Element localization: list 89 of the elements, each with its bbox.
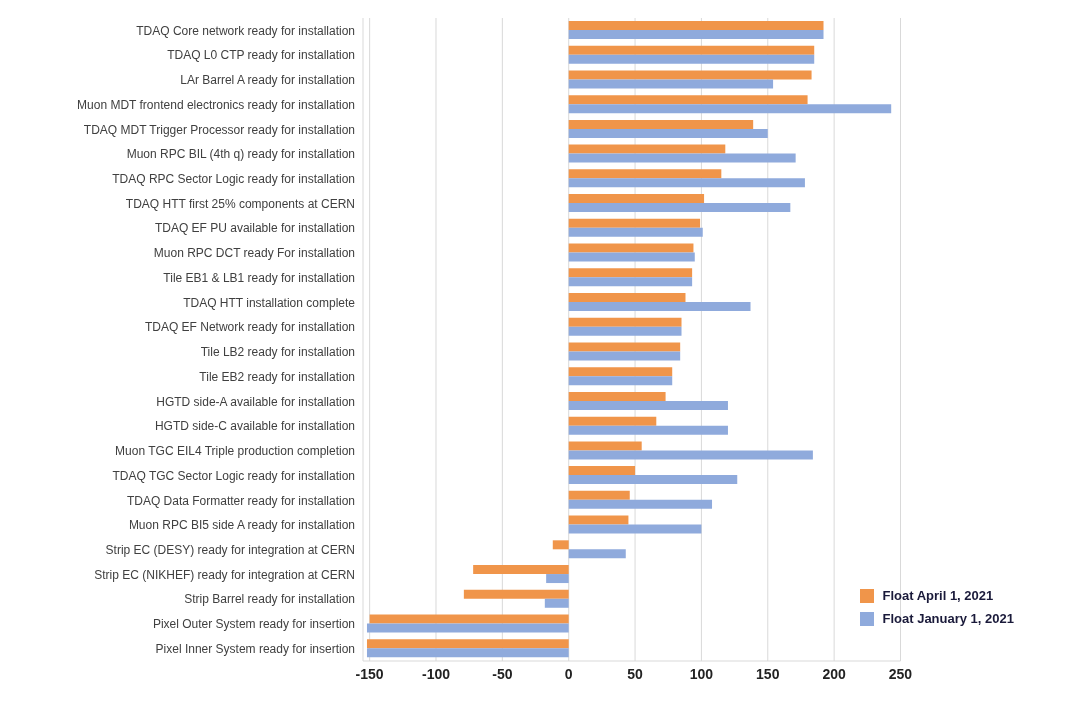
bar — [568, 95, 808, 105]
legend-label: Float January 1, 2021 — [882, 611, 1014, 626]
y-tick-label: Strip EC (DESY) ready for integration at CERN — [105, 542, 355, 557]
y-tick-label: Strip Barrel ready for installation — [184, 592, 355, 607]
y-tick-label: TDAQ HTT installation complete — [183, 295, 356, 310]
y-tick-label: Muon TGC EIL4 Triple production completion — [115, 444, 355, 459]
bar — [568, 490, 630, 500]
bar — [366, 648, 569, 658]
bar — [568, 302, 751, 312]
x-tick-label: 250 — [888, 665, 913, 682]
y-tick-label: Pixel Inner System ready for insertion — [155, 641, 355, 656]
bar — [568, 104, 892, 114]
y-tick-label: TDAQ RPC Sector Logic ready for installation — [112, 172, 355, 187]
bar — [568, 144, 726, 154]
bar — [568, 54, 815, 64]
y-tick-label: TDAQ HTT first 25% components at CERN — [125, 196, 355, 211]
bar — [568, 466, 636, 476]
bar — [568, 515, 629, 525]
bar — [568, 391, 666, 401]
bar — [568, 169, 722, 179]
bar — [568, 475, 738, 485]
y-tick-label: TDAQ Data Formatter ready for installation — [126, 493, 355, 508]
bar — [568, 119, 754, 129]
bar — [568, 416, 657, 426]
y-tick-label: TDAQ EF PU available for installation — [154, 221, 355, 236]
bar — [568, 70, 812, 80]
bar — [366, 623, 569, 633]
y-tick-label: TDAQ L0 CTP ready for installation — [167, 48, 355, 63]
bar — [568, 153, 796, 163]
bar — [568, 400, 728, 410]
bar — [568, 351, 681, 361]
bar — [568, 367, 673, 377]
x-tick-label: -100 — [421, 665, 451, 682]
x-tick-label: -150 — [355, 665, 384, 682]
x-tick-label: 0 — [564, 665, 573, 682]
bar — [366, 639, 569, 649]
bar — [568, 203, 791, 213]
bar — [546, 574, 569, 584]
y-tick-label: Tile EB2 ready for installation — [199, 369, 355, 384]
x-tick-label: -50 — [492, 665, 513, 682]
bar — [463, 589, 569, 599]
y-tick-label: Muon MDT frontend electronics ready for installation — [77, 97, 355, 112]
bar — [568, 549, 626, 559]
bar — [568, 326, 682, 336]
bar — [568, 243, 694, 253]
y-tick-label: HGTD side-C available for installation — [154, 419, 355, 434]
bar — [568, 218, 701, 228]
bar — [568, 450, 813, 460]
bar — [568, 227, 703, 237]
bar — [568, 524, 702, 534]
y-tick-label: Muon RPC BIL (4th q) ready for installation — [126, 147, 355, 162]
bar — [568, 425, 728, 435]
y-tick-label: Pixel Outer System ready for insertion — [152, 617, 355, 632]
y-tick-label: TDAQ TGC Sector Logic ready for installation — [112, 468, 355, 483]
bar — [568, 376, 673, 386]
x-tick-label: 200 — [822, 665, 847, 682]
x-tick-label: 100 — [689, 665, 714, 682]
bar — [473, 565, 569, 575]
bar — [568, 194, 705, 204]
x-tick-label: 150 — [756, 665, 780, 682]
bar — [568, 499, 713, 509]
y-tick-label: TDAQ Core network ready for installation — [136, 23, 355, 38]
bar — [552, 540, 569, 550]
bar — [568, 20, 824, 30]
bar — [568, 317, 682, 327]
bar — [568, 252, 695, 262]
bar — [568, 29, 824, 39]
legend-label: Float April 1, 2021 — [882, 588, 994, 603]
y-tick-label: Muon RPC DCT ready For installation — [153, 246, 355, 261]
bar — [568, 268, 693, 278]
bar — [568, 277, 693, 287]
y-tick-label: Tile LB2 ready for installation — [200, 345, 355, 360]
y-tick-label: Muon RPC BI5 side A ready for installation — [128, 518, 355, 533]
bar — [568, 178, 805, 188]
y-tick-label: Tile EB1 & LB1 ready for installation — [163, 270, 355, 285]
bar — [568, 128, 768, 138]
bar — [568, 441, 642, 451]
bar — [568, 45, 815, 55]
y-tick-label: Strip EC (NIKHEF) ready for integration at CERN — [94, 567, 355, 582]
y-tick-label: TDAQ MDT Trigger Processor ready for installation — [83, 122, 355, 137]
x-tick-label: 50 — [627, 665, 644, 682]
bar — [544, 598, 569, 608]
bar — [568, 293, 686, 303]
y-tick-label: HGTD side-A available for installation — [156, 394, 355, 409]
bar — [568, 342, 681, 352]
bar — [369, 614, 569, 624]
y-tick-label: LAr Barrel A ready for installation — [180, 73, 355, 88]
bar — [568, 79, 774, 89]
y-tick-label: TDAQ EF Network ready for installation — [144, 320, 355, 335]
